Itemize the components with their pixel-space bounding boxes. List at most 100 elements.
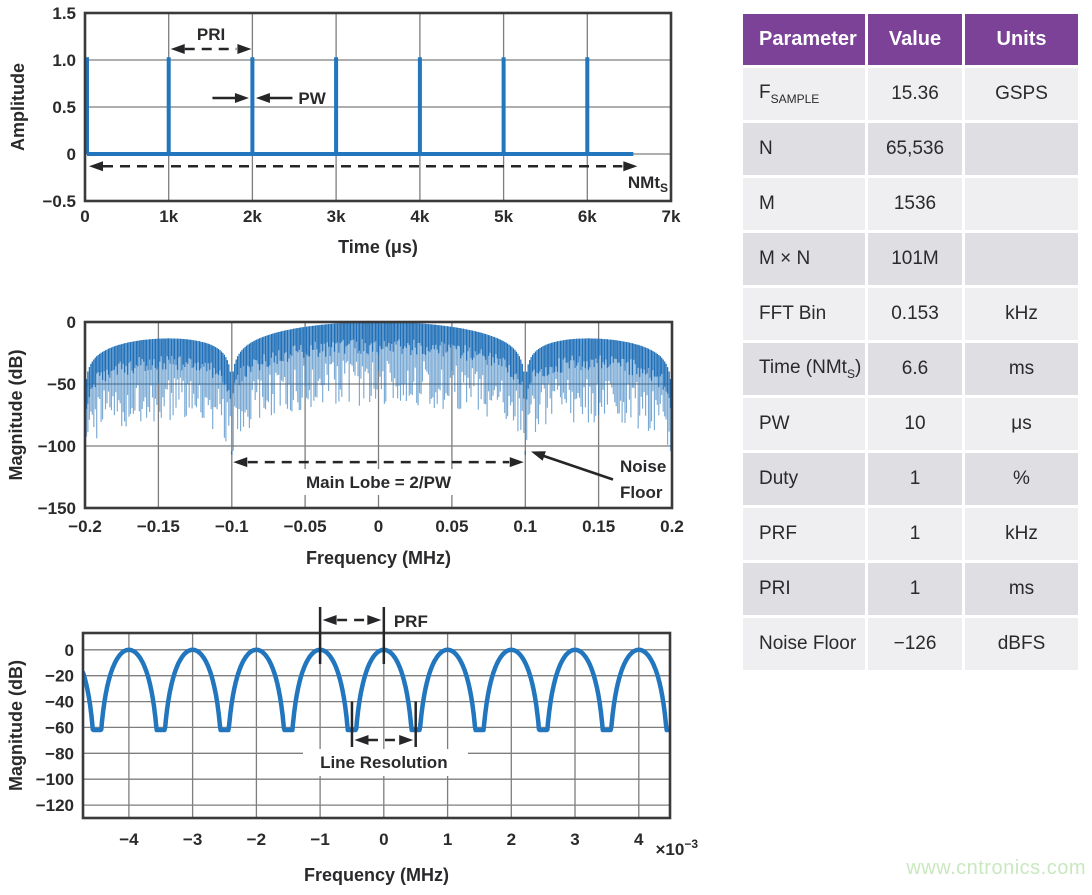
noise-floor-arrow-shaft [534,451,614,481]
value-cell: 6.6 [868,343,962,395]
nmt-arrowhead-right [623,161,638,172]
table-row: Time (NMtS) 6.6 ms [743,343,1078,395]
units-cell: μs [965,398,1078,450]
x-tick-label: 0 [374,517,383,536]
line-res-label-mask [303,749,468,776]
table-row: PRI 1 ms [743,563,1078,615]
y-tick-label: −100 [38,437,76,456]
param-cell: PRI [743,563,865,615]
y-tick-label: 1.5 [52,4,76,23]
param-cell: PRF [743,508,865,560]
y-tick-label: 0 [67,145,76,164]
param-cell: FFT Bin [743,288,865,340]
table-row: FSAMPLE 15.36 GSPS [743,68,1078,120]
table-row: Noise Floor −126 dBFS [743,618,1078,670]
value-cell: 10 [868,398,962,450]
x-tick-label: −0.15 [137,517,180,536]
units-cell: ms [965,343,1078,395]
line-res-arrowhead-right [399,735,414,745]
y-tick-label: −20 [45,667,74,686]
y-axis-title: Amplitude [8,63,28,151]
units-cell: dBFS [965,618,1078,670]
x-tick-label: 1k [159,207,178,226]
value-cell: 65,536 [868,123,962,175]
units-cell: ms [965,563,1078,615]
units-cell [965,178,1078,230]
param-cell: PW [743,398,865,450]
y-tick-label: −60 [45,718,74,737]
x-axis-title: Frequency (MHz) [306,548,451,568]
x-tick-label: 1 [443,830,452,849]
x-tick-label: 4 [634,830,644,849]
y-tick-label: −50 [47,375,76,394]
table-row: N 65,536 [743,123,1078,175]
param-subscript: SAMPLE [770,91,820,106]
y-tick-label: −40 [45,693,74,712]
plot-frame [83,11,673,203]
nmt-arrowhead-left [89,161,103,172]
x-tick-label: 3k [327,207,346,226]
pulse-spectrum-chart: Main Lobe = 2/PW Noise Floor −0.2 −0.15 −0.1 −… [6,313,684,568]
x-axis-scale-label: ×10−3 [655,837,698,859]
param-cell: M × N [743,233,865,285]
y-tick-label: 0.5 [52,98,76,117]
y-tick-label: 0 [65,641,74,660]
pw-arrowhead-left [255,93,270,103]
main-lobe-label-mask [286,469,471,495]
x-tick-label: 2k [243,207,262,226]
table-row: FFT Bin 0.153 kHz [743,288,1078,340]
units-cell: kHz [965,508,1078,560]
value-cell: 1 [868,563,962,615]
watermark: www.cntronics.com [906,857,1086,879]
y-tick-label: −100 [36,770,74,789]
value-cell: 1 [868,508,962,560]
line-res-arrowhead-left [354,735,369,745]
param-cell: Time (NMtS) [743,343,865,395]
prf-lines-series [84,647,669,733]
value-cell: 1536 [868,178,962,230]
value-cell: 1 [868,453,962,505]
table-row: PW 10 μs [743,398,1078,450]
x-tick-label: 0 [80,207,89,226]
pri-arrowhead-right [237,44,252,54]
prf-arrowhead-left [322,615,337,625]
x-tick-label: 0 [379,830,388,849]
x-tick-label: 0.1 [513,517,537,536]
plot-frame [81,631,672,820]
y-tick-label: −150 [38,499,76,518]
units-cell [965,123,1078,175]
x-tick-label: 0.2 [660,517,684,536]
prf-lines-chart: PRF Line Resolution −4 −3 −2 −1 0 1 2 3 4 0 −20 −40 −6… [6,607,698,885]
table-row: Duty 1% [743,453,1078,505]
noise-floor-arrowhead [531,451,546,461]
gridlines [83,633,670,818]
units-cell [965,233,1078,285]
pri-label: PRI [197,25,225,44]
param-cell: Duty [743,453,865,505]
pw-label: PW [298,89,326,108]
value-cell: 0.153 [868,288,962,340]
line-res-label: Line Resolution [320,753,448,772]
value-cell: 101M [868,233,962,285]
pw-arrowhead-right [234,93,249,103]
units-cell: GSPS [965,68,1078,120]
main-lobe-arrowhead-left [233,457,248,468]
y-tick-label: 1.0 [52,51,76,70]
x-tick-label: 2 [507,830,516,849]
gridlines [85,13,671,201]
x-tick-label: 5k [494,207,513,226]
table-row: M × N 101M [743,233,1078,285]
nmt-label: NMtS [628,173,668,195]
header-value: Value [868,14,962,65]
noise-floor-label-line1: Noise [620,457,666,476]
spectrum-envelope-band [85,322,672,455]
x-tick-label: 6k [578,207,597,226]
table-header-row: Parameter Value Units [743,14,1078,65]
pulse-train-series [85,57,590,154]
header-parameter: Parameter [743,14,865,65]
table-row: PRF 1 kHz [743,508,1078,560]
param-cell: Noise Floor [743,618,865,670]
x-tick-label: −0.2 [68,517,102,536]
param-cell: M [743,178,865,230]
